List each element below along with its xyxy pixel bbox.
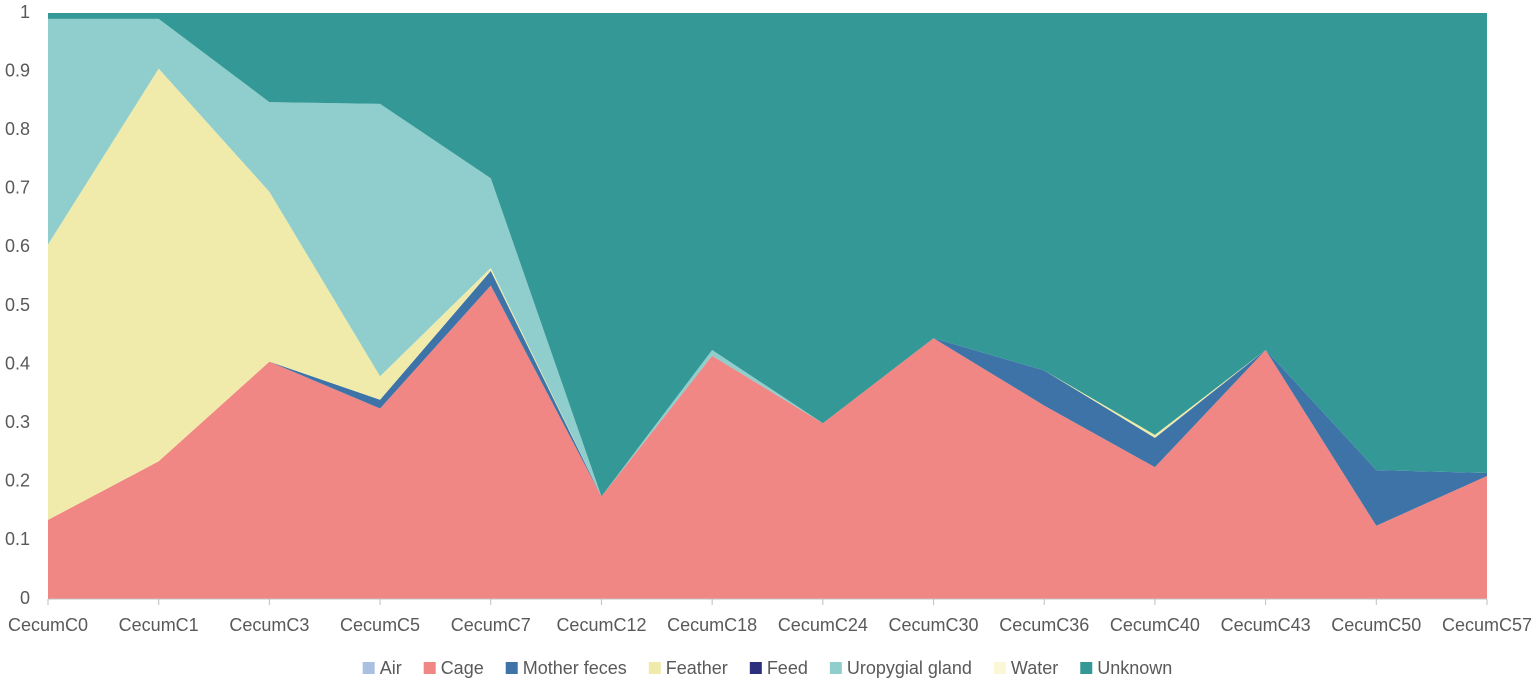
y-tick-label: 0.3 xyxy=(5,412,30,432)
y-tick-label: 0 xyxy=(20,588,30,608)
legend-label: Feed xyxy=(767,658,808,678)
legend-label: Uropygial gland xyxy=(847,658,972,678)
legend-swatch xyxy=(829,662,842,674)
x-tick-label: CecumC5 xyxy=(340,615,420,635)
x-tick-label: CecumC43 xyxy=(1221,615,1311,635)
legend-swatch xyxy=(648,662,661,674)
x-tick-label: CecumC36 xyxy=(999,615,1089,635)
legend: Air Cage Mother feces Feather Feed Uropygial … xyxy=(362,658,1172,678)
legend-label: Feather xyxy=(666,658,728,678)
area xyxy=(48,285,1487,599)
x-tick-label: CecumC40 xyxy=(1110,615,1200,635)
y-tick-label: 0.8 xyxy=(5,119,30,139)
legend-swatch xyxy=(993,662,1006,674)
y-tick-label: 0.7 xyxy=(5,178,30,198)
y-tick-label: 0.4 xyxy=(5,353,30,373)
x-tick-label: CecumC7 xyxy=(451,615,531,635)
area xyxy=(48,13,1487,497)
y-tick-label: 0.2 xyxy=(5,471,30,491)
legend-label: Mother feces xyxy=(523,658,627,678)
x-tick-label: CecumC57 xyxy=(1442,615,1532,635)
x-tick-label: CecumC12 xyxy=(556,615,646,635)
x-tick-label: CecumC0 xyxy=(8,615,88,635)
y-tick-label: 1 xyxy=(20,2,30,22)
area xyxy=(48,68,1487,520)
legend-swatch xyxy=(1080,662,1093,674)
x-tick-label: CecumC30 xyxy=(889,615,979,635)
x-tick-label: CecumC3 xyxy=(229,615,309,635)
legend-swatch xyxy=(505,662,518,674)
legend-swatch xyxy=(362,662,375,674)
legend-label: Water xyxy=(1011,658,1058,678)
y-tick-label: 0.1 xyxy=(5,529,30,549)
x-tick-label: CecumC50 xyxy=(1331,615,1421,635)
x-tick-label: CecumC24 xyxy=(778,615,868,635)
x-tick-label: CecumC18 xyxy=(667,615,757,635)
legend-label: Unknown xyxy=(1097,658,1172,678)
y-tick-label: 0.5 xyxy=(5,295,30,315)
area xyxy=(48,18,1487,497)
legend-label: Air xyxy=(380,658,402,678)
legend-label: Cage xyxy=(441,658,484,678)
x-tick-label: CecumC1 xyxy=(119,615,199,635)
legend-swatch xyxy=(749,662,762,674)
y-tick-label: 0.9 xyxy=(5,60,30,80)
legend-swatch xyxy=(423,662,436,674)
y-tick-label: 0.6 xyxy=(5,236,30,256)
